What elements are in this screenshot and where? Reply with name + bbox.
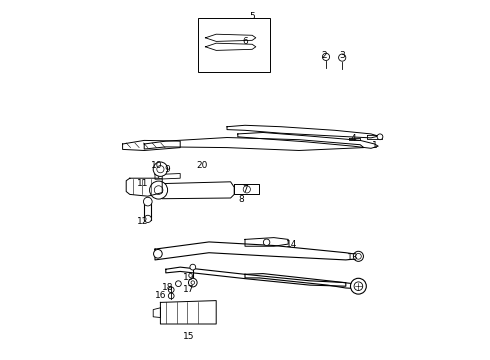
Text: 5: 5 xyxy=(249,12,255,21)
Polygon shape xyxy=(166,267,346,286)
Circle shape xyxy=(263,239,270,246)
Text: 7: 7 xyxy=(242,185,248,194)
Circle shape xyxy=(175,281,181,287)
FancyBboxPatch shape xyxy=(198,18,270,72)
Circle shape xyxy=(154,186,163,194)
Circle shape xyxy=(169,287,174,293)
Circle shape xyxy=(339,54,346,61)
Text: 1: 1 xyxy=(372,141,377,150)
Text: 11: 11 xyxy=(137,179,148,188)
Circle shape xyxy=(190,264,196,270)
Polygon shape xyxy=(245,238,288,246)
Text: 3: 3 xyxy=(339,51,345,60)
Circle shape xyxy=(191,281,195,284)
Polygon shape xyxy=(153,308,160,318)
Circle shape xyxy=(350,278,367,294)
Polygon shape xyxy=(160,301,216,324)
Polygon shape xyxy=(159,182,234,199)
Circle shape xyxy=(144,197,152,206)
Polygon shape xyxy=(205,43,256,50)
Circle shape xyxy=(169,293,174,299)
Circle shape xyxy=(322,53,330,60)
Text: 10: 10 xyxy=(151,161,163,170)
Text: 17: 17 xyxy=(183,285,195,294)
Polygon shape xyxy=(368,135,382,139)
Text: 15: 15 xyxy=(183,332,195,341)
Text: 2: 2 xyxy=(321,51,327,60)
Polygon shape xyxy=(234,184,259,194)
Text: 20: 20 xyxy=(196,161,207,170)
Circle shape xyxy=(149,181,168,199)
Polygon shape xyxy=(122,140,180,150)
Polygon shape xyxy=(227,125,378,138)
Circle shape xyxy=(144,215,151,222)
Text: 18: 18 xyxy=(162,284,173,292)
Text: 16: 16 xyxy=(155,291,166,300)
Polygon shape xyxy=(155,174,180,179)
Polygon shape xyxy=(238,132,378,148)
Circle shape xyxy=(157,166,164,173)
Polygon shape xyxy=(205,34,256,41)
Circle shape xyxy=(153,162,168,176)
Text: 6: 6 xyxy=(242,37,248,46)
Polygon shape xyxy=(245,274,360,289)
Polygon shape xyxy=(144,138,364,150)
Polygon shape xyxy=(126,178,162,196)
Text: 4: 4 xyxy=(350,134,356,143)
Text: 14: 14 xyxy=(286,240,297,249)
Circle shape xyxy=(353,251,364,261)
Polygon shape xyxy=(349,138,360,140)
Text: 19: 19 xyxy=(183,273,195,282)
Polygon shape xyxy=(155,242,360,260)
Text: 9: 9 xyxy=(165,165,171,174)
Circle shape xyxy=(243,186,250,193)
Circle shape xyxy=(189,278,197,287)
Circle shape xyxy=(158,174,163,179)
Circle shape xyxy=(153,249,162,258)
Circle shape xyxy=(356,253,361,259)
Text: 13: 13 xyxy=(347,253,359,262)
Text: 8: 8 xyxy=(239,195,245,204)
Text: 12: 12 xyxy=(137,217,148,226)
Circle shape xyxy=(377,134,383,140)
Circle shape xyxy=(354,282,363,291)
